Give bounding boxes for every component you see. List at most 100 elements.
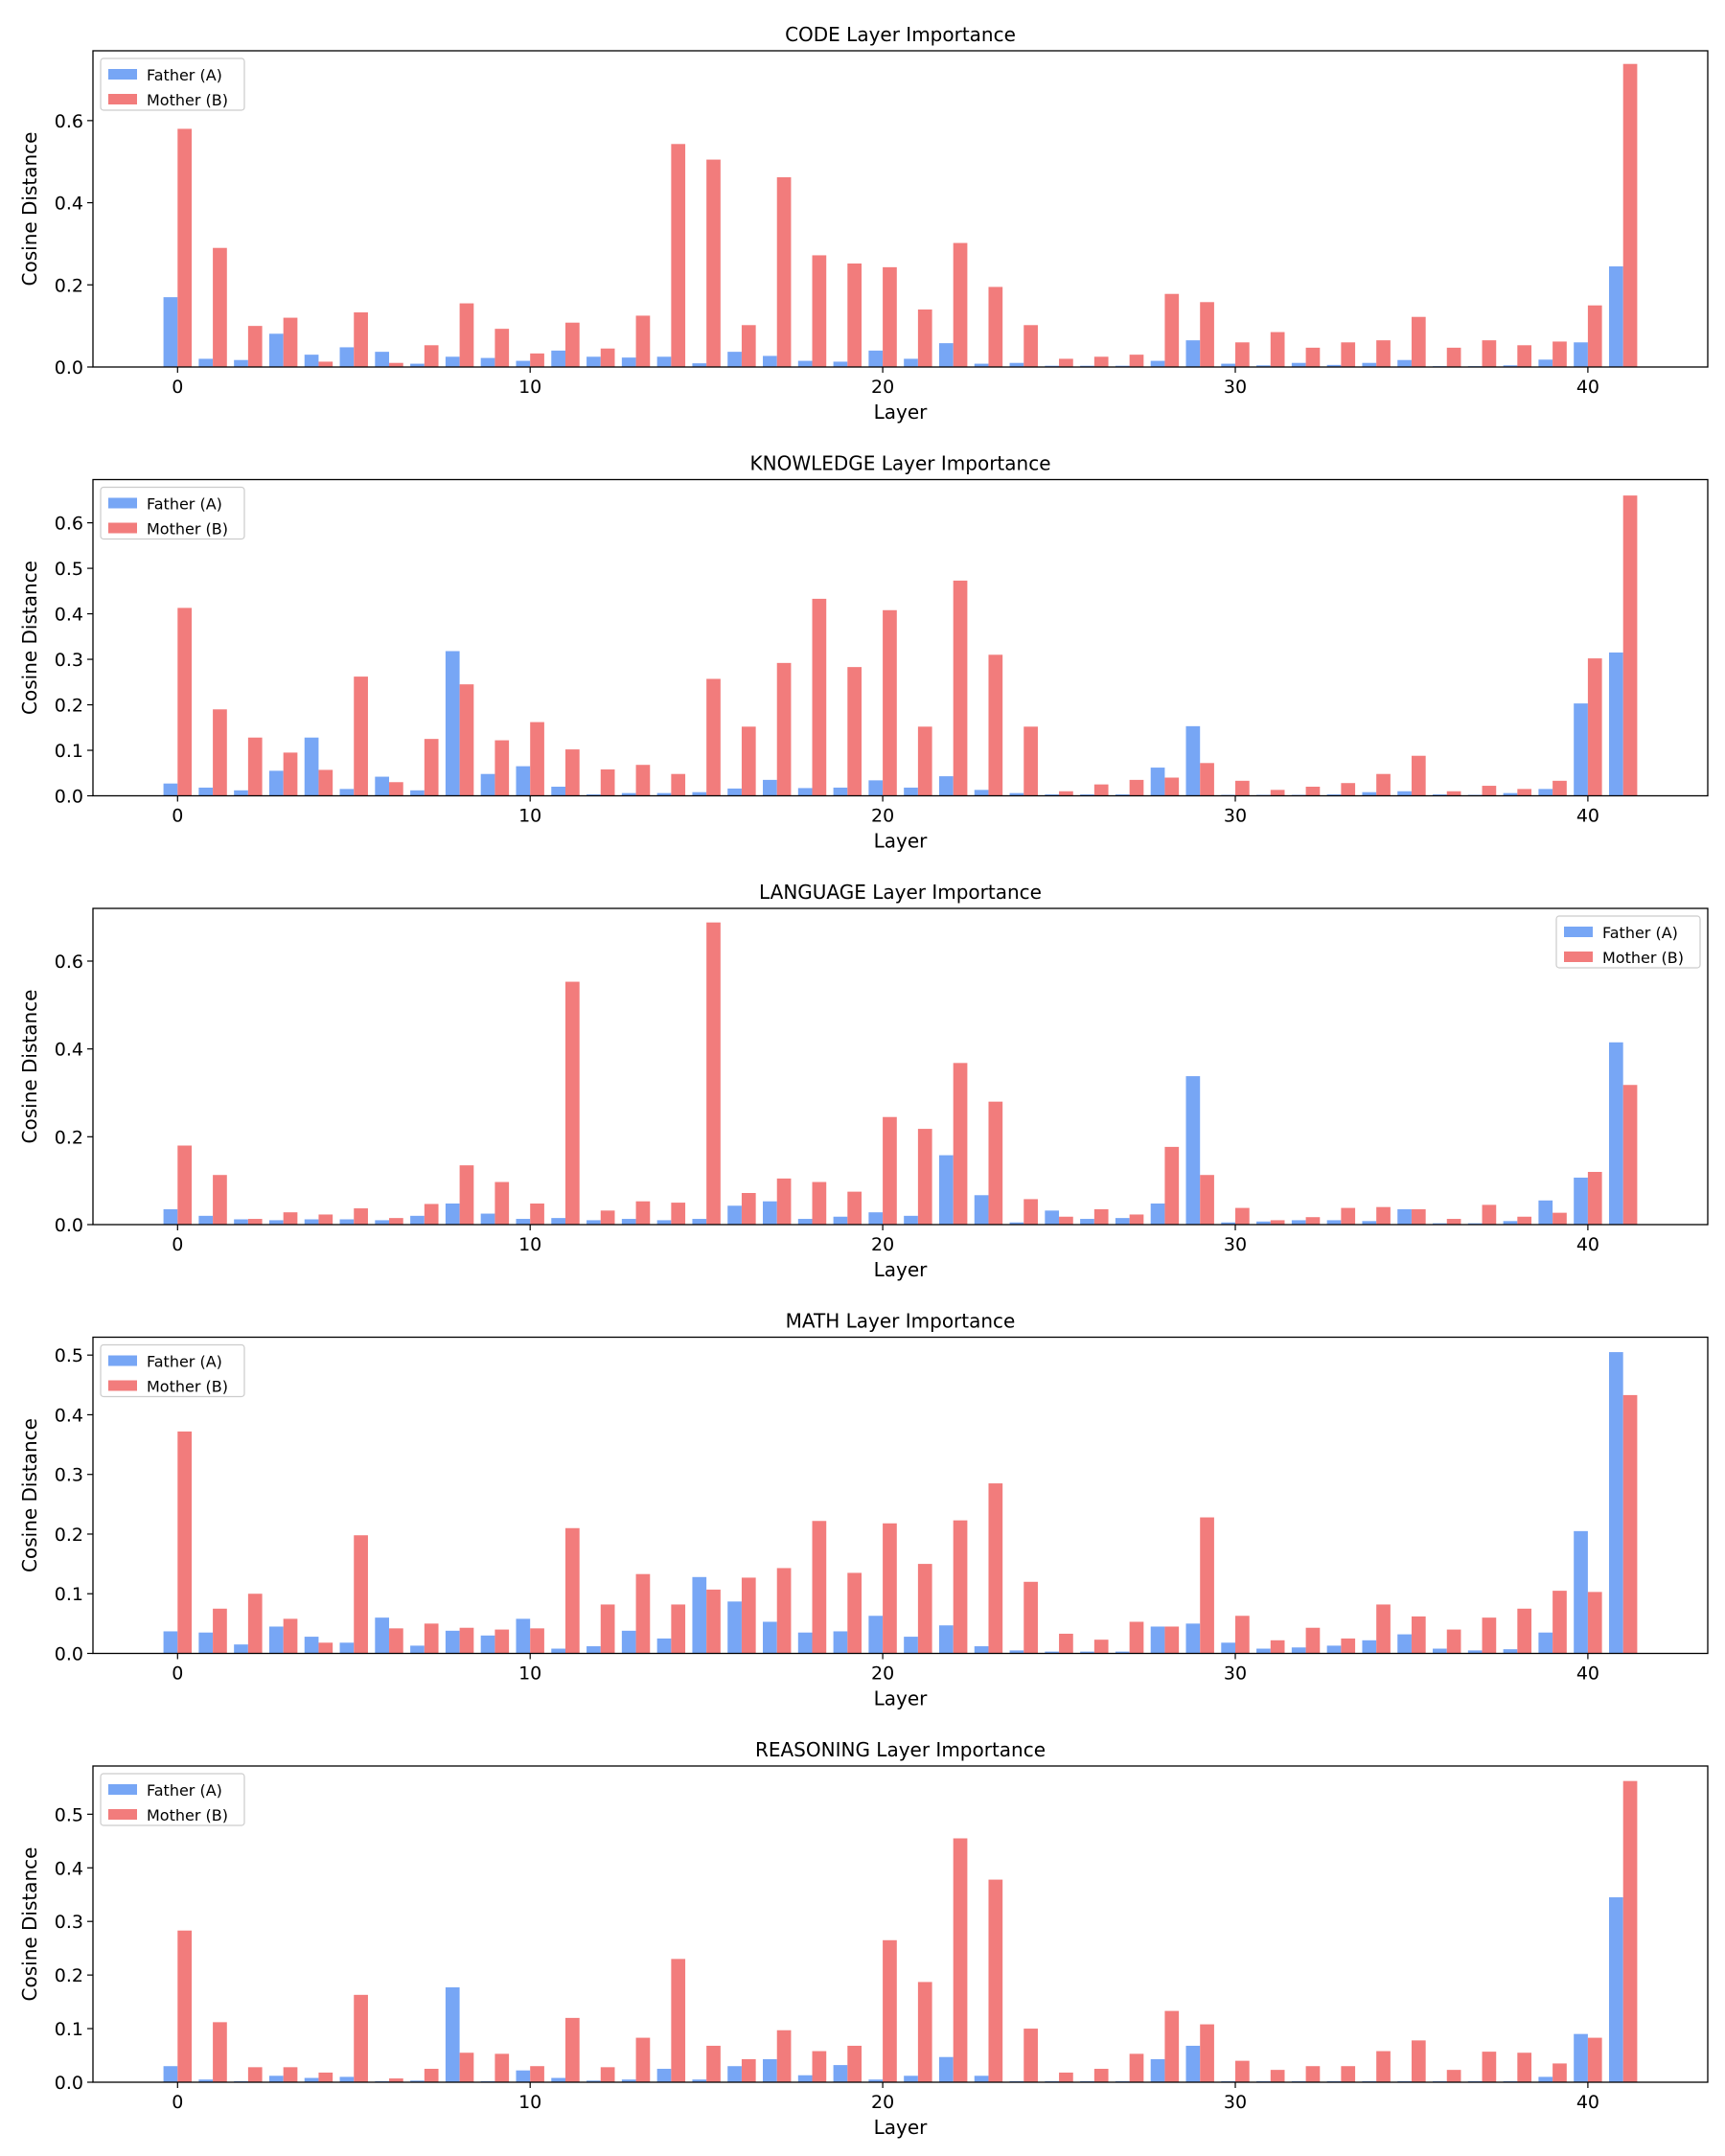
mother-bar-knowledge-12 (600, 768, 615, 796)
mother-bar-reasoning-15 (706, 2045, 721, 2082)
mother-bar-math-3 (283, 1618, 298, 1654)
father-bar-knowledge-0 (163, 783, 178, 796)
mother-bar-math-10 (530, 1628, 544, 1654)
y-tick-label-knowledge-0.3: 0.3 (55, 650, 83, 671)
mother-bar-code-29 (1200, 302, 1214, 367)
mother-bar-knowledge-18 (812, 598, 827, 796)
legend-label-father-math: Father (A) (147, 1353, 222, 1371)
mother-bar-knowledge-15 (706, 678, 721, 796)
father-bar-knowledge-22 (938, 776, 954, 796)
mother-bar-code-32 (1305, 347, 1321, 367)
mother-bar-reasoning-36 (1446, 2070, 1461, 2082)
father-bar-code-16 (727, 352, 742, 367)
father-bar-code-6 (375, 352, 390, 367)
mother-bar-language-19 (847, 1191, 862, 1226)
legend-swatch-mother-language (1564, 952, 1593, 962)
mother-bar-math-6 (389, 1628, 403, 1654)
x-axis-label-math: Layer (874, 1687, 929, 1710)
father-bar-math-16 (727, 1601, 742, 1654)
father-bar-knowledge-21 (904, 787, 918, 796)
mother-bar-code-34 (1376, 340, 1391, 367)
mother-bar-knowledge-6 (389, 782, 403, 796)
father-bar-math-36 (1433, 1648, 1447, 1654)
y-tick-label-knowledge-0.5: 0.5 (55, 559, 83, 580)
legend-swatch-mother-reasoning (108, 1809, 137, 1820)
mother-bar-language-14 (671, 1203, 686, 1225)
father-bar-math-32 (1291, 1647, 1306, 1654)
father-bar-math-30 (1221, 1642, 1235, 1654)
y-tick-label-knowledge-0.2: 0.2 (55, 696, 83, 717)
mother-bar-knowledge-33 (1341, 783, 1356, 796)
mother-bar-reasoning-27 (1129, 2053, 1144, 2082)
mother-bar-knowledge-17 (776, 662, 792, 796)
mother-bar-language-12 (600, 1210, 615, 1225)
mother-bar-code-5 (354, 312, 368, 367)
mother-bar-knowledge-29 (1200, 763, 1214, 796)
father-bar-knowledge-15 (692, 791, 707, 796)
mother-bar-math-7 (424, 1623, 439, 1654)
chart-title-knowledge: KNOWLEDGE Layer Importance (750, 452, 1051, 475)
legend-label-mother-language: Mother (B) (1602, 949, 1684, 967)
father-bar-math-22 (938, 1625, 954, 1654)
x-tick-label-math-40: 40 (1576, 1663, 1599, 1685)
father-bar-language-13 (621, 1219, 636, 1225)
father-bar-knowledge-10 (516, 766, 531, 796)
father-bar-code-11 (551, 350, 565, 367)
father-bar-code-5 (339, 347, 355, 367)
father-bar-code-12 (586, 356, 601, 367)
chart-title-language: LANGUAGE Layer Importance (759, 881, 1042, 904)
father-bar-code-22 (938, 343, 954, 367)
mother-bar-language-25 (1059, 1216, 1073, 1225)
father-bar-knowledge-2 (234, 790, 248, 796)
mother-bar-code-17 (776, 177, 792, 367)
y-tick-label-language-0.4: 0.4 (55, 1040, 83, 1061)
mother-bar-code-31 (1270, 332, 1285, 367)
father-bar-code-29 (1185, 340, 1201, 367)
father-bar-knowledge-11 (551, 787, 565, 796)
father-bar-language-8 (445, 1204, 460, 1225)
mother-bar-reasoning-38 (1517, 2053, 1532, 2082)
father-bar-knowledge-23 (974, 790, 989, 796)
mother-bar-knowledge-40 (1587, 658, 1602, 796)
father-bar-language-40 (1574, 1177, 1588, 1225)
father-bar-knowledge-38 (1503, 792, 1518, 796)
father-bar-code-41 (1608, 266, 1623, 367)
father-bar-math-19 (833, 1631, 848, 1654)
father-bar-knowledge-39 (1538, 789, 1553, 796)
mother-bar-reasoning-41 (1622, 1780, 1638, 2082)
father-bar-math-13 (621, 1630, 636, 1654)
father-bar-language-27 (1115, 1218, 1130, 1226)
father-bar-knowledge-12 (586, 794, 601, 796)
y-tick-label-math-0.4: 0.4 (55, 1405, 83, 1426)
father-bar-knowledge-1 (198, 787, 214, 796)
mother-bar-reasoning-13 (635, 2037, 651, 2082)
father-bar-language-23 (974, 1195, 989, 1225)
mother-bar-math-4 (318, 1642, 334, 1654)
mother-bar-math-2 (247, 1594, 263, 1654)
father-bar-reasoning-7 (410, 2080, 425, 2082)
father-bar-code-20 (868, 350, 884, 367)
father-bar-math-11 (551, 1648, 565, 1654)
mother-bar-code-9 (494, 329, 510, 367)
mother-bar-reasoning-39 (1552, 2063, 1567, 2082)
mother-bar-math-31 (1270, 1640, 1285, 1654)
x-axis-label-reasoning: Layer (874, 2116, 929, 2139)
y-tick-label-math-0.2: 0.2 (55, 1525, 83, 1546)
plot-frame-code (92, 50, 1709, 368)
father-bar-math-27 (1115, 1651, 1130, 1654)
mother-bar-math-34 (1376, 1604, 1391, 1654)
mother-bar-code-6 (389, 362, 403, 367)
x-tick-label-knowledge-10: 10 (518, 806, 541, 827)
mother-bar-code-30 (1235, 342, 1250, 367)
mother-bar-knowledge-34 (1376, 773, 1391, 796)
mother-bar-language-11 (564, 981, 580, 1225)
mother-bar-language-32 (1305, 1217, 1321, 1225)
father-bar-knowledge-13 (621, 792, 636, 796)
y-tick-label-code-0.4: 0.4 (55, 194, 83, 215)
father-bar-knowledge-36 (1433, 794, 1447, 796)
father-bar-math-15 (692, 1576, 707, 1654)
x-axis-label-language: Layer (874, 1258, 929, 1281)
father-bar-reasoning-23 (974, 2076, 989, 2082)
mother-bar-reasoning-34 (1376, 2051, 1391, 2082)
